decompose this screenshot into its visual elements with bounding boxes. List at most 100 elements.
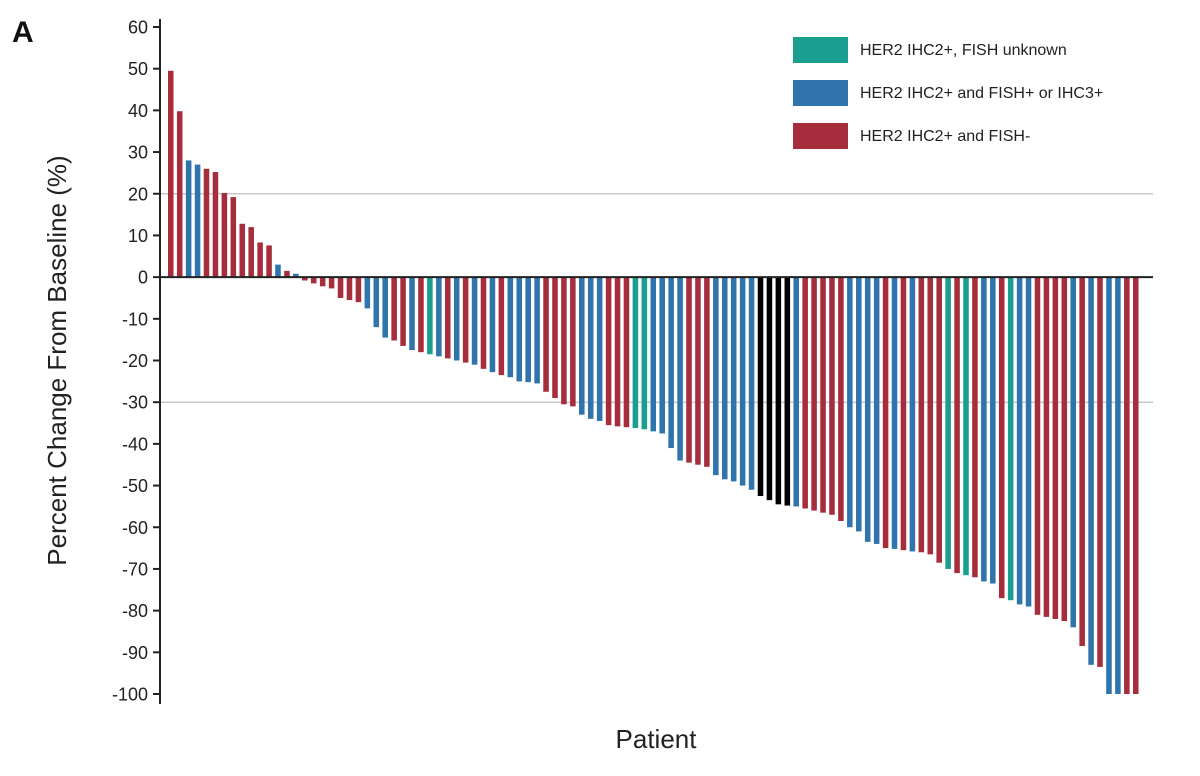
y-tick-label: -80 — [122, 601, 148, 621]
bar-51 — [614, 277, 621, 427]
bar-38 — [498, 277, 505, 376]
bar-43 — [543, 277, 549, 392]
bar-27 — [400, 277, 406, 346]
bar-74 — [820, 277, 826, 513]
bar-44 — [552, 277, 558, 399]
bar-62 — [713, 277, 719, 476]
y-tick-label: -40 — [122, 434, 148, 454]
bar-68 — [766, 277, 773, 501]
bar-86 — [927, 277, 934, 555]
bar-67 — [757, 277, 764, 496]
bar-80 — [873, 277, 880, 544]
bar-57 — [668, 277, 674, 449]
bar-65 — [739, 277, 746, 486]
bar-94 — [998, 277, 1005, 599]
bar-95 — [1007, 277, 1014, 601]
bar-106 — [1106, 277, 1112, 695]
bar-46 — [570, 277, 576, 407]
bar-69 — [775, 277, 782, 505]
y-tick-label: -100 — [112, 685, 148, 705]
bar-40 — [516, 277, 523, 382]
bar-55 — [650, 277, 657, 432]
bar-84 — [909, 277, 916, 552]
y-tick-label: -30 — [122, 393, 148, 413]
bar-36 — [480, 277, 487, 369]
bar-35 — [471, 277, 478, 365]
bar-105 — [1097, 277, 1103, 667]
bar-9 — [239, 223, 246, 278]
bar-10 — [248, 227, 254, 278]
y-axis-title: Percent Change From Baseline (%) — [42, 155, 72, 565]
bar-19 — [328, 277, 335, 289]
bar-33 — [453, 277, 460, 361]
bar-42 — [534, 277, 540, 384]
bar-66 — [748, 277, 755, 490]
bar-3 — [185, 160, 192, 278]
bar-92 — [981, 277, 987, 582]
x-axis-title: Patient — [616, 724, 698, 754]
legend-swatch-1 — [793, 37, 848, 63]
bar-31 — [436, 277, 442, 357]
bars-group — [168, 70, 1139, 695]
bar-22 — [355, 277, 362, 303]
bar-97 — [1025, 277, 1032, 607]
bar-11 — [257, 242, 263, 278]
bar-50 — [605, 277, 612, 426]
bar-104 — [1088, 277, 1094, 665]
bar-98 — [1034, 277, 1041, 615]
bar-16 — [302, 277, 308, 281]
y-tick-label: 60 — [128, 18, 148, 38]
bar-18 — [319, 277, 326, 287]
bar-75 — [829, 277, 835, 515]
bar-29 — [418, 277, 424, 353]
bar-79 — [864, 277, 871, 542]
bar-13 — [275, 264, 281, 278]
bar-41 — [525, 277, 531, 383]
bar-83 — [900, 277, 907, 551]
bar-54 — [641, 277, 648, 430]
bar-59 — [686, 277, 692, 463]
bar-21 — [346, 277, 353, 301]
bar-28 — [409, 277, 415, 351]
bar-73 — [811, 277, 817, 511]
bar-93 — [990, 277, 996, 584]
bar-1 — [168, 70, 174, 278]
y-tick-label: -90 — [122, 643, 148, 663]
bar-103 — [1079, 277, 1085, 647]
bar-63 — [721, 277, 728, 480]
bar-24 — [373, 277, 380, 328]
legend-swatch-2 — [793, 80, 848, 106]
bar-70 — [784, 277, 791, 506]
y-tick-label: 20 — [128, 184, 148, 204]
bar-78 — [856, 277, 862, 532]
bar-56 — [659, 277, 665, 434]
bar-23 — [364, 277, 371, 309]
bar-76 — [838, 277, 844, 521]
y-tick-label: 50 — [128, 59, 148, 79]
bar-102 — [1070, 277, 1076, 628]
y-ticks: 60 50 40 30 20 10 0 -10 -20 -30 -40 -50 -60 -70 -80 -90… — [112, 18, 160, 705]
bar-15 — [293, 273, 299, 278]
bar-53 — [632, 277, 639, 429]
bar-6 — [212, 172, 219, 278]
y-tick-label: 30 — [128, 143, 148, 163]
bar-4 — [194, 164, 201, 278]
bar-99 — [1043, 277, 1050, 617]
bar-81 — [882, 277, 889, 549]
legend-label-2: HER2 IHC2+ and FISH+ or IHC3+ — [860, 85, 1103, 102]
bar-32 — [444, 277, 451, 359]
bar-100 — [1052, 277, 1059, 619]
bar-25 — [382, 277, 388, 338]
bar-96 — [1016, 277, 1023, 605]
bar-49 — [596, 277, 603, 421]
y-tick-label: -20 — [122, 351, 148, 371]
panel-label: A — [12, 16, 34, 49]
bar-109 — [1133, 277, 1139, 695]
legend: HER2 IHC2+, FISH unknown HER2 IHC2+ and F… — [793, 37, 1103, 149]
bar-5 — [203, 168, 210, 278]
bar-20 — [337, 277, 344, 298]
bar-82 — [891, 277, 898, 549]
bar-60 — [695, 277, 701, 465]
bar-26 — [391, 277, 397, 341]
